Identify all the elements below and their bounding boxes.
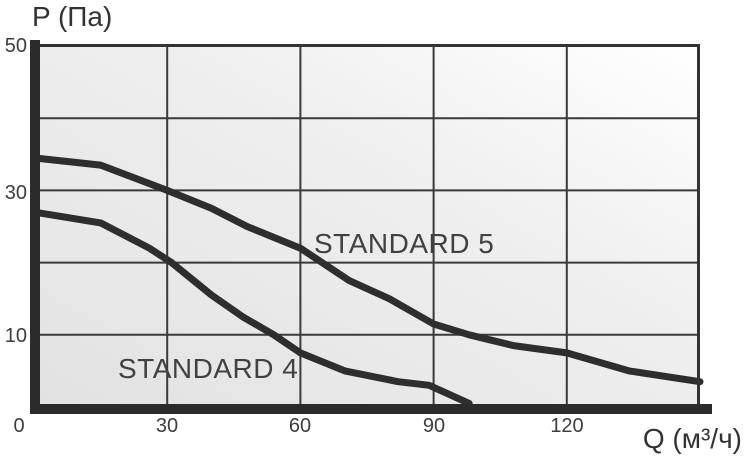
x-tick-120: 120 [550,415,584,437]
x-tick-90: 90 [422,415,446,437]
x-tick-30: 30 [155,415,179,437]
x-tick-0: 0 [13,415,25,437]
curve-label-standard-4: STANDARD 4 [118,353,299,384]
curve-standard-5 [30,154,704,386]
curve-label-standard-5: STANDARD 5 [314,228,495,259]
y-tick-50: 50 [4,35,27,57]
x-axis-bar [30,404,712,414]
curve-standard-4 [30,208,473,407]
y-tick-30: 30 [4,182,27,204]
gridlines [40,46,697,404]
y-axis-bar [30,40,40,414]
x-axis-title: Q (м³/ч) [642,423,742,454]
plot-top-border [40,44,700,47]
plot-area [40,46,698,405]
x-tick-60: 60 [288,415,312,437]
curves [30,154,704,407]
y-tick-10: 10 [4,325,27,347]
plot-right-border [697,44,700,405]
y-axis-title: P (Па) [32,1,113,32]
